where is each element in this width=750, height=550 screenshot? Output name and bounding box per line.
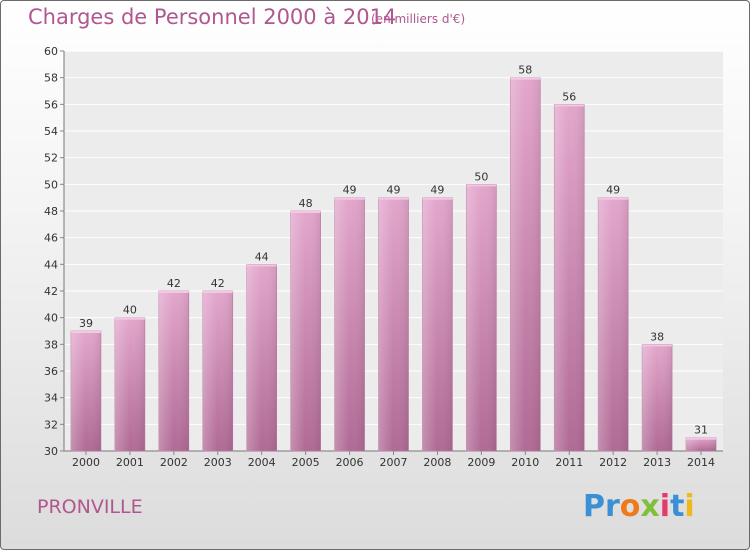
data-label: 40 <box>123 304 137 317</box>
bar-top-highlight <box>422 197 453 200</box>
y-tick-label: 52 <box>44 152 58 165</box>
bar-top-highlight <box>290 211 321 213</box>
label-layer: 39 40 42 42 44 48 49 49 49 50 58 56 49 38 31 <box>79 64 708 437</box>
proxiti-logo[interactable]: Proxiti <box>583 489 695 524</box>
y-tick-label: 32 <box>44 418 58 431</box>
bar-top-highlight <box>510 77 541 80</box>
y-tick-label: 34 <box>44 392 58 405</box>
x-tick-label: 2001 <box>116 456 144 469</box>
y-tick-label: 48 <box>44 205 58 218</box>
bar-shine <box>334 197 365 451</box>
y-tick-label: 56 <box>44 98 58 111</box>
logo-letter: i <box>684 489 695 524</box>
bar-top-highlight <box>70 331 101 333</box>
x-tick-label: 2002 <box>160 456 188 469</box>
bar-shine <box>114 317 145 451</box>
bar-shine <box>70 331 101 451</box>
x-tick-label: 2008 <box>423 456 451 469</box>
x-tick-label: 2005 <box>292 456 320 469</box>
bar-shine <box>642 344 673 451</box>
bar-shine <box>158 291 189 451</box>
bar-layer <box>70 77 717 452</box>
data-label: 56 <box>562 90 576 103</box>
logo-letter: t <box>670 489 685 524</box>
data-label: 38 <box>650 330 664 343</box>
commune-name: PRONVILLE <box>37 496 143 518</box>
bar-top-highlight <box>466 184 497 187</box>
bar-top-highlight <box>114 317 145 320</box>
x-tick-label: 2006 <box>336 456 364 469</box>
bar-shine <box>598 197 629 451</box>
data-label: 49 <box>387 184 401 197</box>
data-label: 49 <box>606 184 620 197</box>
bar-shine <box>290 211 321 451</box>
logo-letter: r <box>605 489 620 524</box>
bar-top-highlight <box>642 344 673 347</box>
data-label: 58 <box>518 64 532 77</box>
bar-top-highlight <box>158 291 189 293</box>
data-label: 42 <box>167 277 181 290</box>
y-tick-label: 36 <box>44 365 58 378</box>
bar-top-highlight <box>598 197 629 200</box>
bar-shine <box>378 197 409 451</box>
x-tick-label: 2010 <box>511 456 539 469</box>
bar-shine <box>422 197 453 451</box>
y-tick-label: 58 <box>44 72 58 85</box>
logo-letter: x <box>640 489 660 524</box>
y-tick-label: 44 <box>44 258 58 271</box>
x-tick-label: 2003 <box>204 456 232 469</box>
logo-letter: i <box>659 489 671 524</box>
y-tick-label: 42 <box>44 285 58 298</box>
logo-letter: P <box>583 489 605 524</box>
x-tick-label: 2000 <box>72 456 100 469</box>
bar-top-highlight <box>686 437 717 440</box>
bar-shine <box>202 291 233 451</box>
data-label: 42 <box>211 277 225 290</box>
y-tick-label: 50 <box>44 178 58 191</box>
bar-shine <box>510 77 541 452</box>
y-tick-label: 38 <box>44 338 58 351</box>
logo-letter: o <box>619 489 641 524</box>
bar-top-highlight <box>334 197 365 200</box>
data-label: 48 <box>299 197 313 210</box>
data-label: 39 <box>79 317 93 330</box>
data-label: 50 <box>474 170 488 183</box>
x-tick-label: 2013 <box>643 456 671 469</box>
chart-subtitle: (en milliers d'€) <box>371 12 466 26</box>
data-label: 49 <box>430 184 444 197</box>
y-tick-label: 30 <box>44 445 58 458</box>
x-tick-label: 2009 <box>467 456 495 469</box>
bar-shine <box>686 437 717 451</box>
x-tick-label: 2004 <box>248 456 276 469</box>
bar-shine <box>466 184 497 452</box>
x-tick-label: 2011 <box>555 456 583 469</box>
x-tick-label: 2007 <box>380 456 408 469</box>
data-label: 49 <box>343 184 357 197</box>
chart-title: Charges de Personnel 2000 à 2014 <box>28 5 397 29</box>
bar-top-highlight <box>554 104 585 107</box>
bar-top-highlight <box>246 264 277 267</box>
x-tick-label: 2012 <box>599 456 627 469</box>
y-tick-label: 46 <box>44 232 58 245</box>
bar-top-highlight <box>378 197 409 200</box>
bar-top-highlight <box>202 291 233 293</box>
y-tick-label: 54 <box>44 125 58 138</box>
y-tick-label: 40 <box>44 312 58 325</box>
y-tick-label: 60 <box>44 45 58 58</box>
data-label: 31 <box>694 424 708 437</box>
bar-shine <box>554 104 585 451</box>
data-label: 44 <box>255 250 269 263</box>
bar-shine <box>246 264 277 451</box>
x-tick-label: 2014 <box>687 456 715 469</box>
